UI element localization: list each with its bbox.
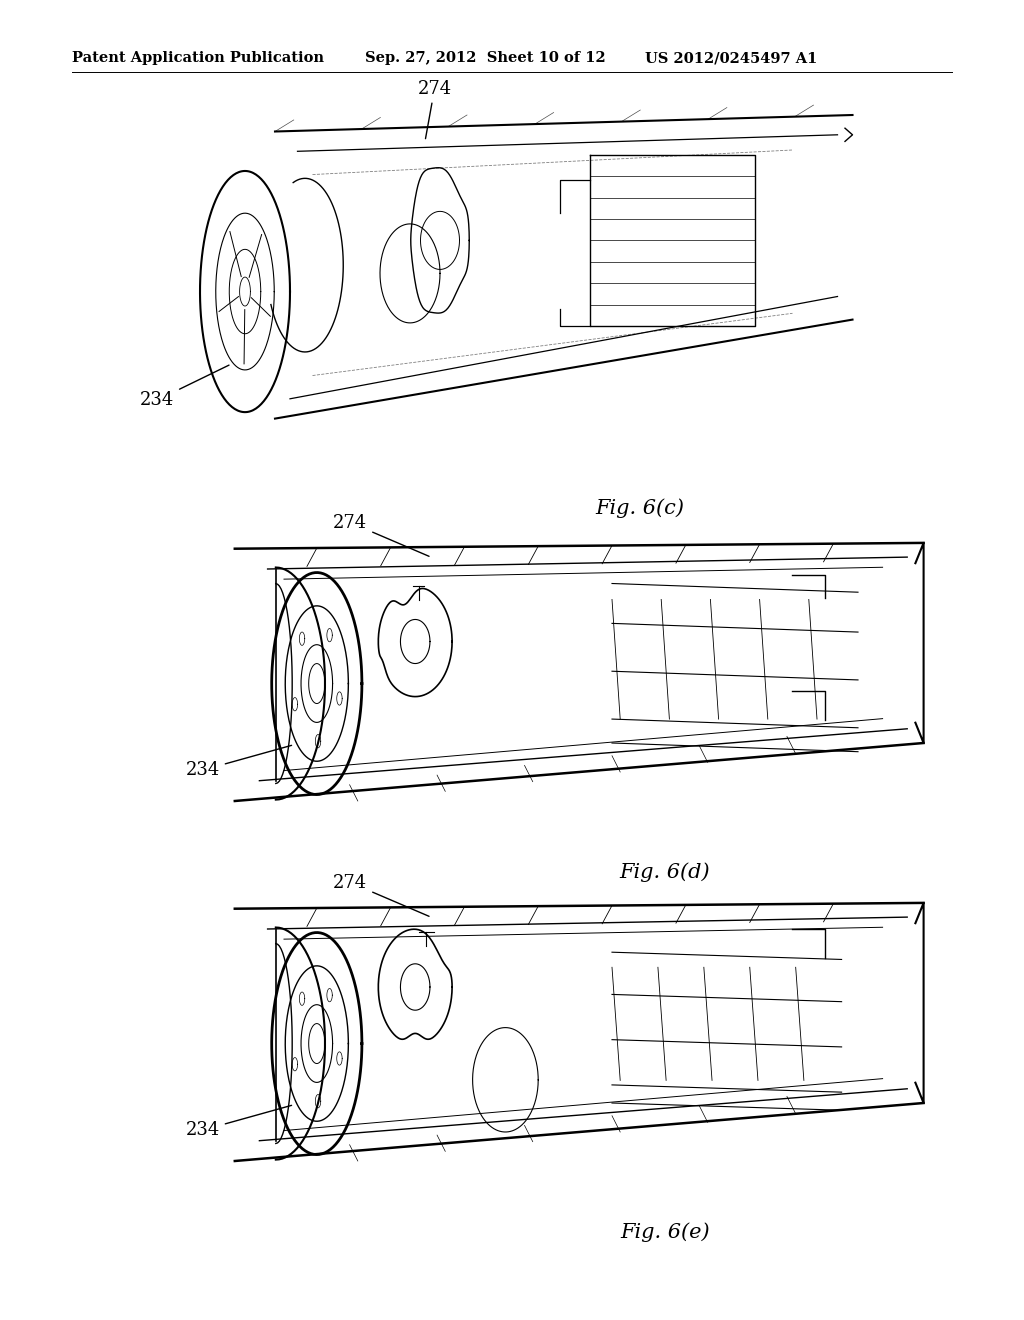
Text: 274: 274 <box>418 79 452 139</box>
Text: Patent Application Publication: Patent Application Publication <box>72 51 324 65</box>
Text: US 2012/0245497 A1: US 2012/0245497 A1 <box>645 51 817 65</box>
Text: 234: 234 <box>185 1105 292 1139</box>
Text: Fig. 6(e): Fig. 6(e) <box>621 1222 710 1242</box>
Text: 234: 234 <box>140 366 229 409</box>
Text: 274: 274 <box>333 513 429 556</box>
Text: 274: 274 <box>333 874 429 916</box>
Text: 234: 234 <box>185 746 292 779</box>
Text: Sep. 27, 2012  Sheet 10 of 12: Sep. 27, 2012 Sheet 10 of 12 <box>365 51 606 65</box>
Text: Fig. 6(d): Fig. 6(d) <box>620 862 711 882</box>
Text: Fig. 6(c): Fig. 6(c) <box>596 498 684 517</box>
